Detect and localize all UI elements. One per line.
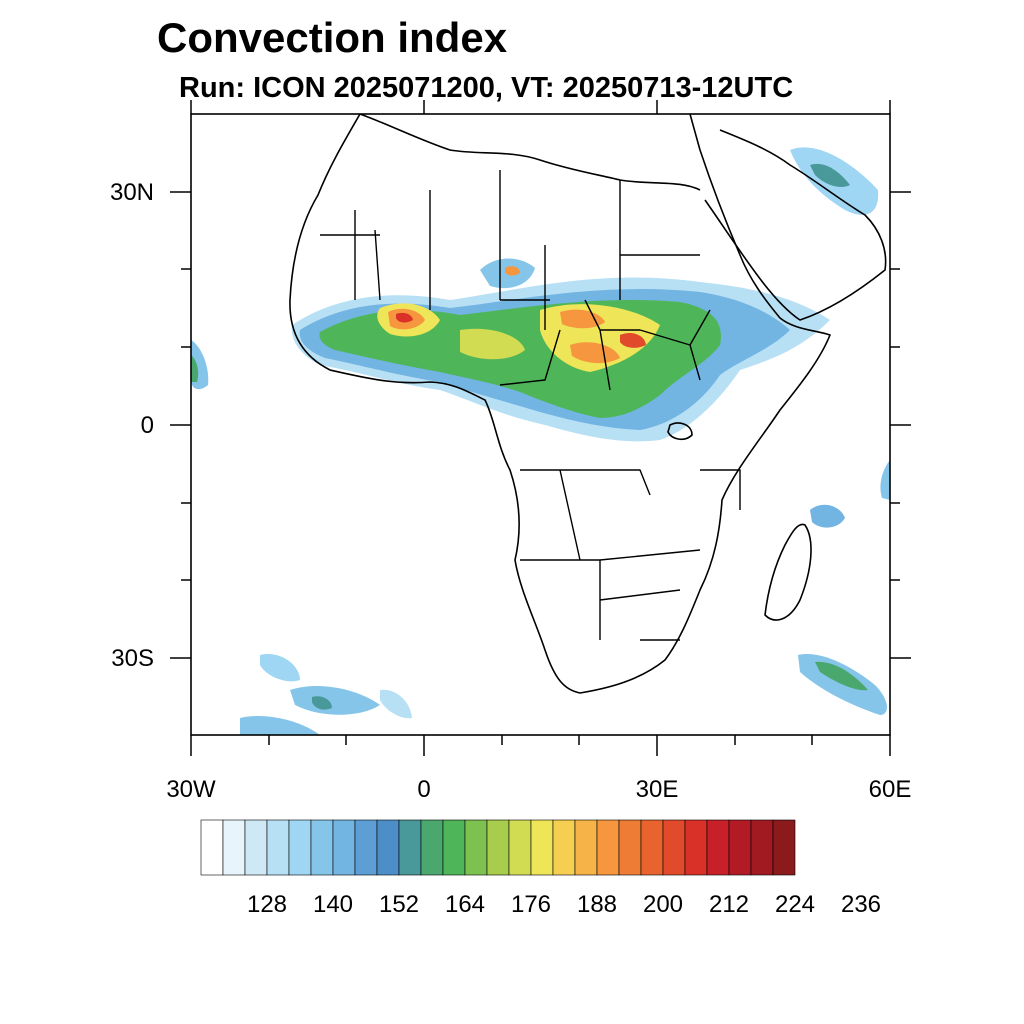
colorbar-swatch — [200, 819, 224, 876]
lat-tick-label-30s: 30S — [111, 645, 154, 672]
arabia-coastline — [704, 129, 887, 321]
field-south-atlantic-3 — [240, 715, 320, 735]
colorbar-label: 236 — [841, 891, 881, 918]
colorbar-label: 224 — [775, 891, 815, 918]
chart-subtitle: Run: ICON 2025071200, VT: 20250713-12UTC — [179, 72, 794, 104]
lon-tick-labels: 30W 0 30E 60E — [166, 776, 911, 803]
colorbar-label: 128 — [247, 891, 287, 918]
colorbar-swatch — [442, 819, 466, 876]
coastlines-borders — [289, 114, 887, 694]
colorbar-label: 140 — [313, 891, 353, 918]
axis-ticks — [170, 100, 911, 756]
colorbar-swatch — [772, 819, 796, 876]
colorbar-label: 152 — [379, 891, 419, 918]
field-south-atlantic-2 — [290, 685, 380, 715]
colorbar-swatch — [376, 819, 400, 876]
colorbar-swatch — [508, 819, 532, 876]
field-core-red-2 — [620, 333, 646, 348]
africa-coastline — [289, 114, 831, 694]
field-core-orange-2 — [560, 309, 605, 329]
field-south-atlantic-1 — [260, 654, 300, 682]
colorbar-swatch — [398, 819, 422, 876]
lat-tick-label-30n: 30N — [110, 179, 154, 206]
lon-tick-label-60e: 60E — [869, 776, 912, 803]
lon-tick-label-0: 0 — [417, 776, 430, 803]
lat-tick-labels: 30N 0 30S — [110, 179, 154, 672]
lon-tick-label-30e: 30E — [636, 776, 679, 803]
field-madagascar-ne — [810, 504, 845, 528]
colorbar-swatch — [266, 819, 290, 876]
colorbar-swatch — [332, 819, 356, 876]
colorbar-label: 176 — [511, 891, 551, 918]
colorbar-labels: 128 140 152 164 176 188 200 212 224 236 — [247, 891, 881, 918]
colorbar-swatch — [530, 819, 554, 876]
colorbar-swatch — [354, 819, 378, 876]
colorbar-swatch — [750, 819, 774, 876]
field-south-indian-green — [815, 661, 868, 691]
map-frame — [190, 113, 891, 736]
field-cell-north-core — [505, 266, 520, 276]
colorbar-swatch — [244, 819, 268, 876]
field-core-orange-3 — [570, 342, 620, 364]
lat-tick-label-0: 0 — [141, 412, 154, 439]
colorbar-swatch — [552, 819, 576, 876]
colorbar-swatch — [288, 819, 312, 876]
colorbar-label: 188 — [577, 891, 617, 918]
colorbar-swatch — [420, 819, 444, 876]
field-indian-east — [880, 460, 890, 500]
field-south-atlantic-2-green — [312, 696, 332, 710]
colorbar-swatch — [486, 819, 510, 876]
colorbar-swatch — [618, 819, 642, 876]
colorbar-swatch — [222, 819, 246, 876]
lake-victoria — [667, 422, 693, 441]
convection-field — [191, 147, 890, 735]
madagascar-coastline — [764, 523, 812, 621]
field-patch-yellow-3 — [460, 328, 525, 360]
lon-tick-label-30w: 30W — [166, 776, 216, 803]
field-atlantic-west-green — [191, 355, 199, 382]
colorbar-swatch — [574, 819, 598, 876]
colorbar-swatch — [596, 819, 620, 876]
colorbar — [200, 819, 796, 876]
colorbar-swatch — [728, 819, 752, 876]
chart-title: Convection index — [157, 14, 508, 61]
field-core-red-1 — [396, 312, 413, 323]
colorbar-label: 200 — [643, 891, 683, 918]
colorbar-swatch — [662, 819, 686, 876]
field-arabia-green — [810, 163, 850, 187]
north-coastline — [359, 114, 701, 191]
colorbar-swatch — [706, 819, 730, 876]
colorbar-swatch — [310, 819, 334, 876]
colorbar-swatch — [464, 819, 488, 876]
colorbar-swatch — [684, 819, 708, 876]
colorbar-swatch — [640, 819, 664, 876]
field-south-atlantic-4 — [380, 689, 412, 719]
colorbar-label: 212 — [709, 891, 749, 918]
border-lines — [320, 170, 741, 641]
colorbar-label: 164 — [445, 891, 485, 918]
